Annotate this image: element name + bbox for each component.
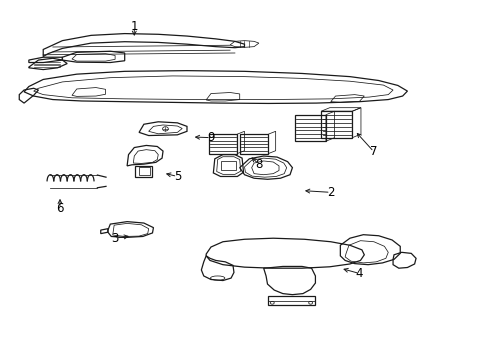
Text: 8: 8 bbox=[255, 158, 262, 171]
Text: 2: 2 bbox=[326, 186, 334, 199]
Text: 9: 9 bbox=[207, 131, 214, 144]
Text: 7: 7 bbox=[369, 145, 377, 158]
Text: 4: 4 bbox=[355, 267, 363, 280]
Text: 6: 6 bbox=[56, 202, 63, 215]
Text: 3: 3 bbox=[111, 232, 119, 245]
Text: 5: 5 bbox=[173, 170, 181, 183]
Text: 1: 1 bbox=[130, 20, 138, 33]
